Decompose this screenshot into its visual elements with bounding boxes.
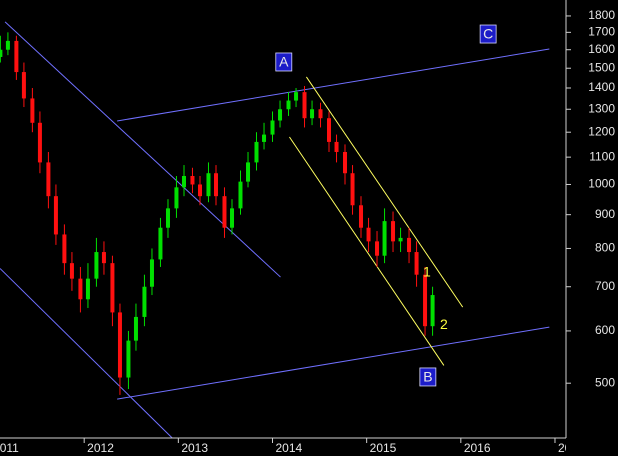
y-tick-label: 1000	[588, 177, 615, 191]
y-tick-label: 1500	[588, 60, 615, 74]
annotation-box	[479, 24, 497, 44]
candle-body	[375, 241, 380, 256]
candle-body	[398, 237, 403, 242]
trendline	[4, 21, 281, 278]
x-tick-labels: 2011 2012 2013 2014 2015 2016 2017	[0, 441, 585, 455]
y-tick-label: 1400	[588, 80, 615, 94]
trendline	[289, 136, 445, 366]
candle-body	[254, 141, 259, 163]
trendline	[117, 48, 550, 122]
candle-body	[270, 120, 275, 135]
y-tick-label: 1700	[588, 25, 615, 39]
annotation-label: 2	[440, 316, 448, 332]
candle-body	[407, 237, 412, 253]
candle-body	[101, 252, 106, 264]
candle-body	[53, 196, 58, 235]
candle-body	[181, 175, 186, 188]
y-tick-label: 1200	[588, 124, 615, 138]
x-tick-label: 2014	[276, 441, 303, 455]
candle-body	[286, 100, 291, 110]
candle-body	[359, 205, 364, 228]
candle-body	[262, 134, 267, 142]
candle-body	[334, 141, 339, 152]
x-tick-label: 2015	[370, 441, 397, 455]
candle-body	[326, 118, 331, 142]
candle-body	[158, 227, 163, 260]
candle-body	[343, 151, 348, 174]
plot-area: A B C 1 2	[0, 21, 550, 438]
candle-body	[278, 109, 283, 121]
candle-body	[206, 173, 211, 197]
candle-body	[366, 227, 371, 242]
candle-body	[110, 263, 115, 313]
candle-body	[0, 49, 3, 57]
trendline	[0, 268, 173, 438]
y-tick-label: 1300	[588, 101, 615, 115]
candle-body	[391, 221, 396, 242]
annotation-box	[419, 367, 437, 387]
y-tick-label: 700	[595, 279, 615, 293]
candle-body	[46, 162, 51, 197]
candle-body	[14, 40, 19, 73]
candle-body	[382, 221, 387, 256]
candle-body	[126, 340, 131, 378]
candle-body	[238, 181, 243, 209]
annotation-box	[275, 52, 293, 72]
candle-body	[133, 316, 138, 341]
y-tick-label: 800	[595, 241, 615, 255]
axes: 500 600 700 800 900 1000 1100 1200 1300 1400 1500 1…	[0, 0, 615, 443]
candle-body	[149, 259, 154, 287]
y-tick-label: 1800	[588, 8, 615, 22]
candle-body	[142, 286, 147, 317]
y-tick-label: 1600	[588, 42, 615, 56]
candle-body	[5, 40, 10, 50]
y-tick-label: 900	[595, 207, 615, 221]
candle-body	[165, 208, 170, 228]
candle-body	[174, 187, 179, 209]
candle-body	[190, 175, 195, 185]
candle-body	[37, 122, 42, 163]
annotation-label: B	[423, 369, 432, 385]
candle-body	[197, 184, 202, 197]
x-tick-label: 2017	[558, 441, 585, 455]
candle-body	[230, 208, 235, 228]
candle-body	[21, 72, 26, 99]
candle-body	[78, 278, 83, 300]
candle-body	[414, 252, 419, 275]
trendline	[117, 326, 550, 400]
candle-body	[222, 196, 227, 228]
x-tick-label: 2012	[87, 441, 114, 455]
candle-body	[214, 173, 219, 197]
candle-body	[30, 98, 35, 123]
annotation-label: C	[483, 26, 493, 42]
y-tick-label: 600	[595, 323, 615, 337]
x-tick-label: 2013	[181, 441, 208, 455]
x-tick-label: 2016	[464, 441, 491, 455]
candle-body	[94, 252, 99, 279]
candle-body	[423, 274, 428, 327]
y-tick-label: 1100	[589, 149, 615, 163]
y-tick-label: 500	[595, 375, 615, 389]
candle-body	[310, 109, 315, 119]
candle-body	[294, 92, 299, 101]
annotation-label: 1	[423, 264, 431, 280]
annotation-label: A	[279, 54, 289, 70]
candle-body	[62, 234, 67, 264]
candle-body	[350, 173, 355, 206]
candle-body	[430, 295, 435, 327]
candle-body	[85, 278, 90, 300]
candle-body	[302, 92, 307, 119]
candle-body	[246, 162, 251, 182]
candle-body	[117, 312, 122, 378]
trendline	[305, 76, 464, 308]
candle-body	[318, 109, 323, 119]
candle-body	[69, 263, 74, 279]
x-tick-label: 2011	[0, 441, 19, 455]
